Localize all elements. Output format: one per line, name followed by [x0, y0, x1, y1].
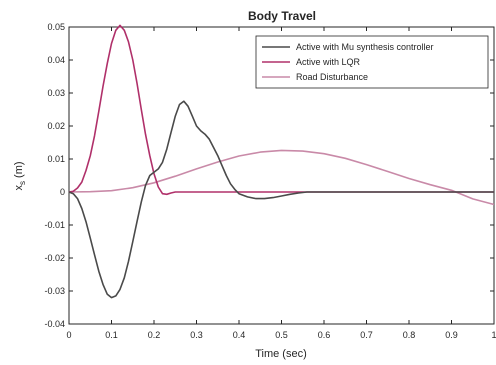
y-tick-label: 0: [60, 187, 65, 197]
legend-label-2: Road Disturbance: [296, 72, 368, 82]
series-layer: [68, 24, 495, 299]
y-tick-label: -0.02: [44, 253, 65, 263]
x-tick-label: 0.1: [105, 330, 118, 340]
legend-label-1: Active with LQR: [296, 57, 361, 67]
x-tick-label: 0.6: [318, 330, 331, 340]
y-tick-label: 0.03: [47, 88, 65, 98]
x-tick-label: 0.3: [190, 330, 203, 340]
x-tick-label: 0.8: [403, 330, 416, 340]
y-tick-label: 0.04: [47, 55, 65, 65]
series-line-1: [68, 24, 494, 196]
legend-box: [255, 35, 489, 89]
x-axis-label: Time (sec): [255, 348, 307, 360]
x-tick-label: 0: [66, 330, 71, 340]
legend: Active with Mu synthesis controller Activ…: [255, 35, 489, 89]
x-axis: 0 0.1 0.2 0.3 0.4 0.5 0.6 0.7 0.8 0.9 1: [66, 27, 496, 340]
y-tick-label: -0.03: [44, 286, 65, 296]
x-tick-label: 1: [491, 330, 496, 340]
x-tick-label: 0.7: [360, 330, 373, 340]
y-tick-label: -0.01: [44, 220, 65, 230]
y-tick-label: 0.02: [47, 121, 65, 131]
y-axis-label: xs (m): [13, 161, 27, 190]
x-tick-label: 0.4: [233, 330, 246, 340]
series-line-2: [68, 149, 495, 206]
x-tick-label: 0.9: [445, 330, 458, 340]
legend-label-0: Active with Mu synthesis controller: [296, 42, 434, 52]
chart-title: Body Travel: [248, 9, 316, 23]
y-tick-label: 0.01: [47, 154, 65, 164]
x-tick-label: 0.2: [148, 330, 161, 340]
y-axis: -0.04 -0.03 -0.02 -0.01 0 0.01 0.02 0.03 0.04 0.0…: [44, 22, 494, 329]
y-tick-label: -0.04: [44, 319, 65, 329]
x-tick-label: 0.5: [275, 330, 288, 340]
series-line-0: [68, 100, 494, 299]
y-tick-label: 0.05: [47, 22, 65, 32]
